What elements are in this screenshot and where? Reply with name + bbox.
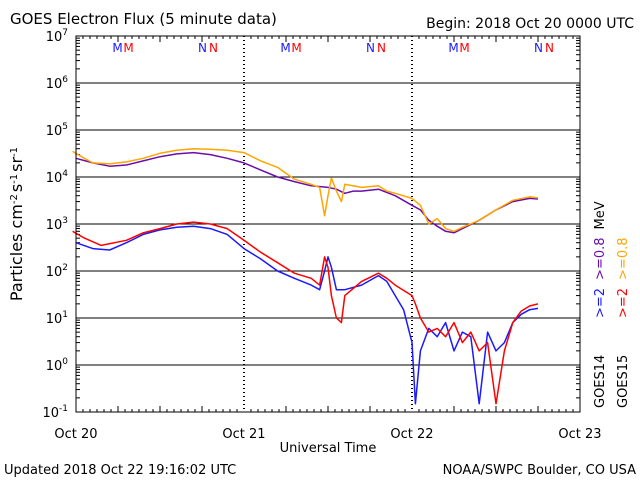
series-line-1 <box>72 147 539 233</box>
time-marker-letter: M <box>448 41 458 55</box>
time-marker-letter: N <box>209 41 218 55</box>
y-tick-label: 100 <box>46 357 69 374</box>
y-axis-label-exp3: -1 <box>9 147 20 157</box>
y-tick-exp: 6 <box>62 75 68 85</box>
y-tick-label: 102 <box>46 263 68 280</box>
x-tick-label: Oct 22 <box>390 427 433 442</box>
x-tick-label: Oct 20 <box>54 427 97 442</box>
legend-goes14-08mev: >=0.8 <box>593 237 608 279</box>
time-marker-letter: M <box>280 41 290 55</box>
legend-goes14: GOES14 <box>593 355 608 408</box>
legend-goes14-2mev: >=2 <box>593 288 608 318</box>
y-tick-exp: 3 <box>62 216 68 226</box>
series-line-3 <box>72 221 539 405</box>
time-marker-letter: N <box>198 41 207 55</box>
time-marker-letter: N <box>366 41 375 55</box>
y-tick-label: 10-1 <box>42 404 68 421</box>
y-tick-exp: 5 <box>62 122 68 132</box>
x-tick-label: Oct 21 <box>222 427 265 442</box>
y-tick-base: 10 <box>46 171 63 186</box>
x-tick-label: Oct 23 <box>558 427 601 442</box>
y-tick-base: 10 <box>46 77 63 92</box>
series-layer <box>72 147 539 405</box>
x-axis-label: Universal Time <box>280 441 377 456</box>
legend: GOES14 GOES15 >=2 >=0.8 MeV >=2 >=0.8 <box>593 201 631 408</box>
updated-timestamp: Updated 2018 Oct 22 19:16:02 UTC <box>4 463 236 478</box>
series-line-2 <box>75 225 539 405</box>
day-boundary-lines <box>243 36 413 412</box>
x-tick-labels: Oct 20 Oct 21 Oct 22 Oct 23 <box>54 427 601 442</box>
y-tick-base: 10 <box>46 218 63 233</box>
credit-text: NOAA/SWPC Boulder, CO USA <box>443 463 636 478</box>
y-axis-label-base: Particles cm <box>7 204 26 301</box>
legend-mev-unit: MeV <box>593 201 608 229</box>
y-tick-base: 10 <box>42 406 59 421</box>
y-axis-label-sr: sr <box>7 157 26 172</box>
y-axis-label-exp1: -2 <box>9 194 20 204</box>
legend-goes14-energies: >=2 >=0.8 MeV <box>593 201 608 318</box>
y-tick-base: 10 <box>46 124 63 139</box>
y-axis-label-exp2: -1 <box>9 174 20 184</box>
legend-goes15-2mev: >=2 <box>616 288 631 318</box>
series-line-0 <box>75 151 539 234</box>
y-tick-label: 104 <box>46 169 69 186</box>
plot-frame <box>75 35 581 413</box>
time-marker-letter: M <box>112 41 122 55</box>
y-tick-label: 103 <box>46 216 68 233</box>
y-tick-exp: -1 <box>59 404 68 414</box>
y-tick-exp: 1 <box>62 310 68 320</box>
y-tick-base: 10 <box>46 312 63 327</box>
time-marker-letter: M <box>291 41 301 55</box>
y-tick-exp: 0 <box>62 357 68 367</box>
time-marker-letter: N <box>545 41 554 55</box>
y-tick-exp: 7 <box>62 28 68 38</box>
y-tick-label: 101 <box>46 310 68 327</box>
y-axis-label-s: s <box>7 184 26 192</box>
begin-label: Begin: 2018 Oct 20 0000 UTC <box>426 16 634 32</box>
y-tick-label: 107 <box>46 28 68 45</box>
y-tick-label: 105 <box>46 122 68 139</box>
y-tick-base: 10 <box>46 359 63 374</box>
y-tick-exp: 4 <box>62 169 68 179</box>
y-tick-exp: 2 <box>62 263 68 273</box>
chart-title: GOES Electron Flux (5 minute data) <box>10 10 277 28</box>
legend-goes15-08mev: >=0.8 <box>616 237 631 279</box>
y-tick-base: 10 <box>46 265 63 280</box>
time-marker-letter: N <box>377 41 386 55</box>
y-tick-label: 106 <box>46 75 69 92</box>
legend-goes15-energies: >=2 >=0.8 <box>616 237 631 318</box>
time-marker-letter: M <box>123 41 133 55</box>
time-marker-letter: M <box>459 41 469 55</box>
time-marker-letter: N <box>534 41 543 55</box>
legend-goes15: GOES15 <box>616 355 631 408</box>
y-axis-label: Particles cm-2s-1sr-1 <box>7 147 26 301</box>
y-tick-base: 10 <box>46 30 63 45</box>
